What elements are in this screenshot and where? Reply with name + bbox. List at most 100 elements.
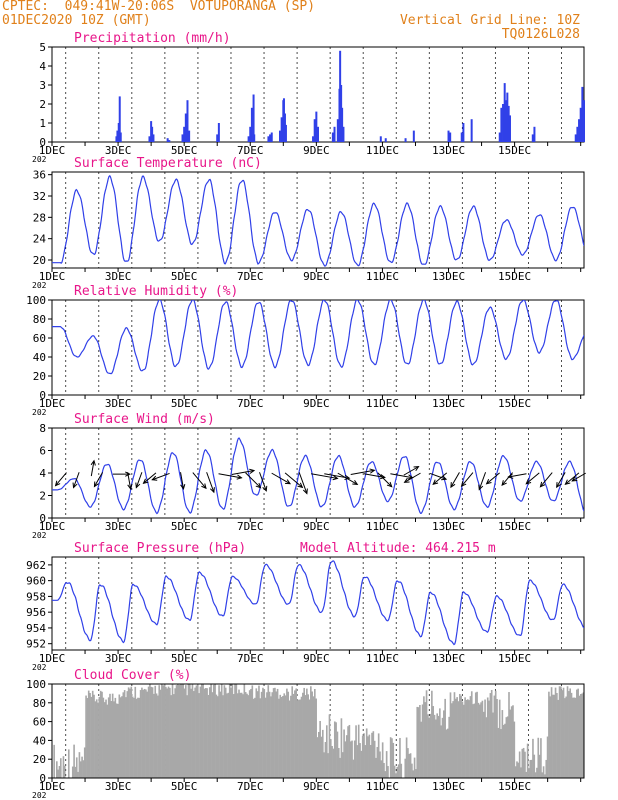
cloud-bar [242,694,244,778]
cloud-bar [504,723,506,778]
precip-bar [574,134,577,142]
cloud-bar [572,697,574,778]
wind-arrow-shaft [429,472,447,480]
cloud-bar [502,724,505,778]
cloud-bar [312,696,315,778]
cloud-bar [262,687,264,778]
cloud-bar [327,753,329,778]
cloud-bar [165,686,167,778]
cloud-bar [336,731,339,778]
cloud-bar [131,696,134,778]
cloud-bar [486,697,489,778]
x-tick-label: 9DEC [303,520,330,533]
cloud-bar [437,715,440,778]
cloud-bar [478,704,481,778]
wind-arrow-head [125,471,131,477]
wind-arrow [218,473,243,480]
wind-arrow [337,472,359,485]
wind-arrow-shaft [206,472,215,493]
cloud-bar [135,698,138,778]
cloud-bar [254,697,256,778]
cloud-bar [134,686,137,778]
panel-title: Surface Wind (m/s) [74,412,215,427]
cloud-bar [188,684,191,778]
wind-arrow-head [302,488,308,495]
cloud-bar [288,700,291,778]
x-tick-label: 15DEC [498,520,531,533]
cloud-bar [544,774,546,778]
cloud-bar [121,696,123,778]
x-tick-label: 3DEC [105,397,132,410]
cloud-bar [512,705,514,778]
panel-frame [51,299,585,396]
y-tick-label: 28 [33,211,46,224]
wind-arrow-head [379,474,386,480]
x-tick-label: 11DEC [366,270,399,283]
cloud-bar [266,692,268,778]
cloud-bar [501,710,504,778]
header-model-code: TQ0126L028 [501,27,580,42]
y-tick-label: 32 [33,190,46,203]
y-tick-label: 40 [33,351,46,364]
cloud-bar [532,738,534,778]
cloud-bar [582,692,585,778]
cloud-bar [389,737,392,778]
cloud-bar [207,694,210,778]
cloud-bar [214,684,216,778]
cloud-bar [524,751,526,778]
cloud-bar [518,751,521,778]
cloud-bar [468,700,470,778]
cloud-bar [150,686,153,778]
cloud-bar [219,691,222,778]
wind-arrow-head [297,482,304,489]
wind-arrow [54,472,67,487]
cloud-bar [110,701,113,778]
x-tick-label: 5DEC [171,780,198,793]
cloud-bar [397,764,400,778]
wind-arrow [350,468,376,475]
wind-arrow-head [386,481,393,488]
x-tick-label: 13DEC [432,520,465,533]
wind-arrow-shaft [127,472,132,489]
cloud-bar [481,700,484,778]
panel-frame [51,556,585,651]
panel-1: 0 1 2 3 4 5 1DEC 3DEC 5DEC 7DEC 9DEC 11DEC 13DEC 15DE… [32,31,585,164]
y-tick-label: 958 [26,590,46,603]
series-line [52,300,584,375]
cloud-bar [500,729,502,778]
cloud-bar [77,771,79,778]
cloud-bar [548,691,550,778]
cloud-bar [553,694,556,778]
x-tick-label: 13DEC [432,652,465,665]
cloud-bar [311,691,313,778]
cloud-bar [465,699,468,778]
cloud-bar [337,747,340,778]
cloud-bar [540,738,542,778]
wind-arrow-shaft [218,473,242,479]
wind-arrow-head [403,477,410,483]
precip-bar [188,130,191,142]
precip-bar [312,136,315,142]
x-tick-label: 9DEC [303,144,330,157]
cloud-bar [85,695,87,778]
cloud-bar [114,697,117,778]
cloud-bar [210,684,212,778]
cloud-bar [102,697,105,778]
cloud-bar [174,688,176,778]
y-tick-label: 3 [39,79,46,92]
cloud-bar [413,757,416,778]
cloud-bar [275,691,278,778]
wind-arrow-head [180,483,186,491]
y-tick-label: 100 [26,294,46,307]
cloud-bar [379,751,381,778]
cloud-bar [95,699,98,778]
cloud-bar [71,766,74,778]
cloud-bar [118,694,121,778]
cloud-bar [445,729,448,778]
cloud-bar [183,688,186,778]
cloud-bar [457,701,460,778]
cloud-bar [194,687,196,778]
cloud-bar [480,702,482,778]
wind-arrow [112,471,131,477]
cloud-bar [278,698,280,778]
